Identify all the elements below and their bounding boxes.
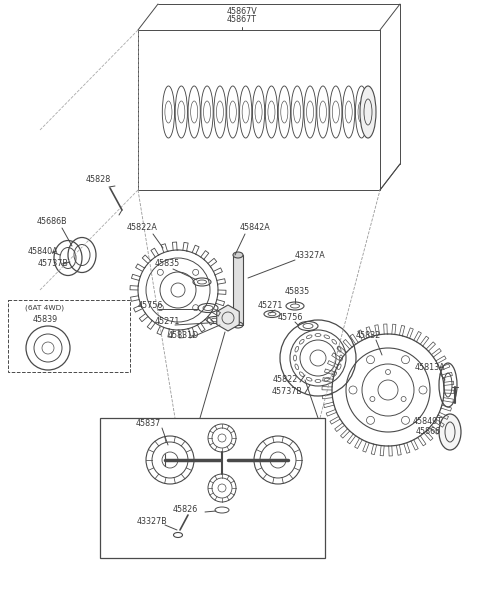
Text: 45867V: 45867V (227, 7, 257, 15)
Text: 45756: 45756 (138, 300, 163, 310)
Bar (233, 255, 243, 325)
Text: 45849T: 45849T (413, 417, 443, 427)
Text: 45756: 45756 (278, 313, 303, 323)
Text: 45822: 45822 (273, 375, 298, 385)
Bar (100, 418, 325, 558)
Text: 45835: 45835 (155, 258, 180, 268)
Text: 45822A: 45822A (127, 223, 157, 232)
Text: 45837: 45837 (135, 418, 161, 427)
Text: 45737B: 45737B (272, 388, 303, 397)
Text: 45840A: 45840A (28, 248, 59, 256)
Text: 45813A: 45813A (415, 363, 445, 372)
Polygon shape (217, 305, 239, 331)
Text: 45866: 45866 (415, 427, 441, 437)
Text: 45826: 45826 (173, 505, 198, 515)
Ellipse shape (439, 414, 461, 450)
Text: 45686B: 45686B (36, 217, 67, 226)
Ellipse shape (360, 86, 376, 138)
Text: 43327A: 43327A (295, 251, 325, 259)
Text: 45867T: 45867T (227, 15, 257, 24)
Text: 45271: 45271 (155, 317, 180, 326)
Text: 45839: 45839 (32, 316, 58, 324)
Text: 45832: 45832 (355, 330, 381, 339)
Bar (8, 300, 130, 372)
Ellipse shape (233, 252, 243, 258)
Text: 45835: 45835 (285, 287, 310, 297)
Text: 45828: 45828 (85, 176, 110, 184)
Text: 45737B: 45737B (38, 259, 69, 268)
Text: 45842A: 45842A (240, 223, 270, 232)
Text: 45831D: 45831D (168, 330, 199, 339)
Text: 45271: 45271 (258, 300, 283, 310)
Text: 43327B: 43327B (137, 518, 168, 527)
Text: (6AT 4WD): (6AT 4WD) (25, 305, 65, 311)
